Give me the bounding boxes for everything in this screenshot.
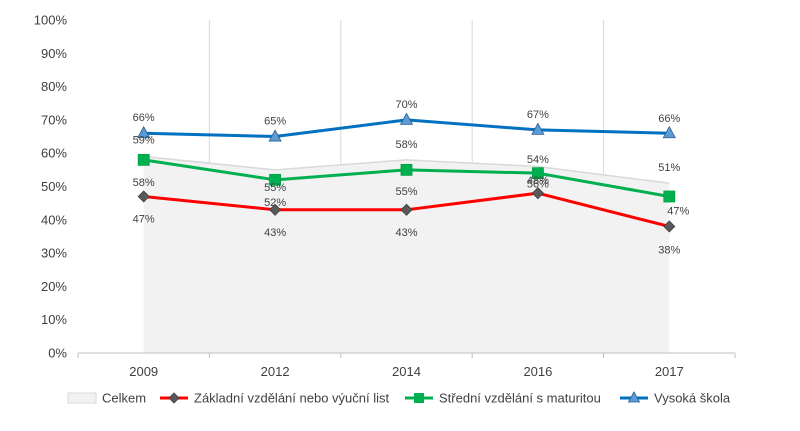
legend-label: Základní vzdělání nebo výuční list <box>194 391 389 406</box>
data-label: 43% <box>264 227 286 239</box>
legend-label: Celkem <box>102 391 146 406</box>
data-label: 38% <box>658 244 680 256</box>
y-tick-label: 10% <box>41 312 67 327</box>
point-marker-square <box>137 153 150 166</box>
data-label: 58% <box>133 177 155 189</box>
point-marker-diamond <box>137 190 150 203</box>
data-label: 47% <box>667 205 689 217</box>
y-tick-label: 30% <box>41 246 67 261</box>
data-label: 43% <box>395 227 417 239</box>
point-marker-triangle <box>531 122 545 135</box>
point-marker-diamond <box>269 203 282 216</box>
labels-layer: 59% 55% 58% 56% 51% 47% 43% 43% 48% 38% 58% 52% 55% 5… <box>133 99 690 257</box>
y-tick-label: 90% <box>41 46 67 61</box>
y-tick-label: 0% <box>48 346 67 361</box>
point-marker-triangle <box>137 125 151 139</box>
data-label: 52% <box>264 197 286 209</box>
data-label: 70% <box>395 99 417 111</box>
point-marker-diamond <box>531 187 544 200</box>
data-label: 67% <box>527 109 549 121</box>
point-marker-square <box>663 190 676 203</box>
legend-label: Střední vzdělání s maturitou <box>439 391 601 406</box>
point-marker-diamond <box>663 220 676 233</box>
data-label: 55% <box>395 186 417 198</box>
x-tick-label: 2014 <box>392 364 421 379</box>
point-marker-square <box>400 163 413 176</box>
data-label: 66% <box>133 112 155 124</box>
legend: Celkem Základní vzdělání nebo výuční list… <box>67 391 731 406</box>
legend-swatch-area <box>67 392 97 404</box>
data-label: 59% <box>133 135 155 147</box>
x-tick-label: 2016 <box>523 364 552 379</box>
y-tick-label: 60% <box>41 146 67 161</box>
legend-marker-diamond <box>168 392 180 404</box>
point-marker-square <box>269 173 282 186</box>
point-marker-triangle <box>662 125 676 139</box>
x-tick-label: 2009 <box>129 364 158 379</box>
data-label: 55% <box>264 182 286 194</box>
data-label: 56% <box>527 179 549 191</box>
x-tick-label: 2012 <box>261 364 290 379</box>
data-label: 47% <box>133 213 155 225</box>
y-tick-label: 50% <box>41 179 67 194</box>
lines-layer <box>137 112 676 233</box>
point-marker-triangle <box>268 129 282 142</box>
data-label: 65% <box>264 116 286 128</box>
x-tick-label: 2017 <box>655 364 684 379</box>
data-label: 54% <box>527 154 549 166</box>
point-marker-triangle <box>399 112 414 125</box>
y-tick-label: 80% <box>41 79 67 94</box>
data-label: 58% <box>395 139 417 151</box>
data-label: 51% <box>658 162 680 174</box>
y-tick-label: 70% <box>41 112 67 127</box>
data-label: 48% <box>527 175 549 187</box>
legend-label: Vysoká škola <box>654 391 731 406</box>
axis: 0% 10% 20% 30% 40% 50% 60% 70% 80% 90% 100% 2009 201… <box>34 13 736 379</box>
data-label: 66% <box>658 113 680 125</box>
y-tick-label: 40% <box>41 212 67 227</box>
y-tick-label: 100% <box>34 13 68 28</box>
point-marker-square <box>532 167 544 180</box>
point-marker-diamond <box>400 203 413 216</box>
legend-marker-triangle <box>627 391 641 403</box>
legend-marker-square <box>414 393 424 403</box>
y-tick-label: 20% <box>41 279 67 294</box>
series-area-outline-0 <box>143 155 670 184</box>
